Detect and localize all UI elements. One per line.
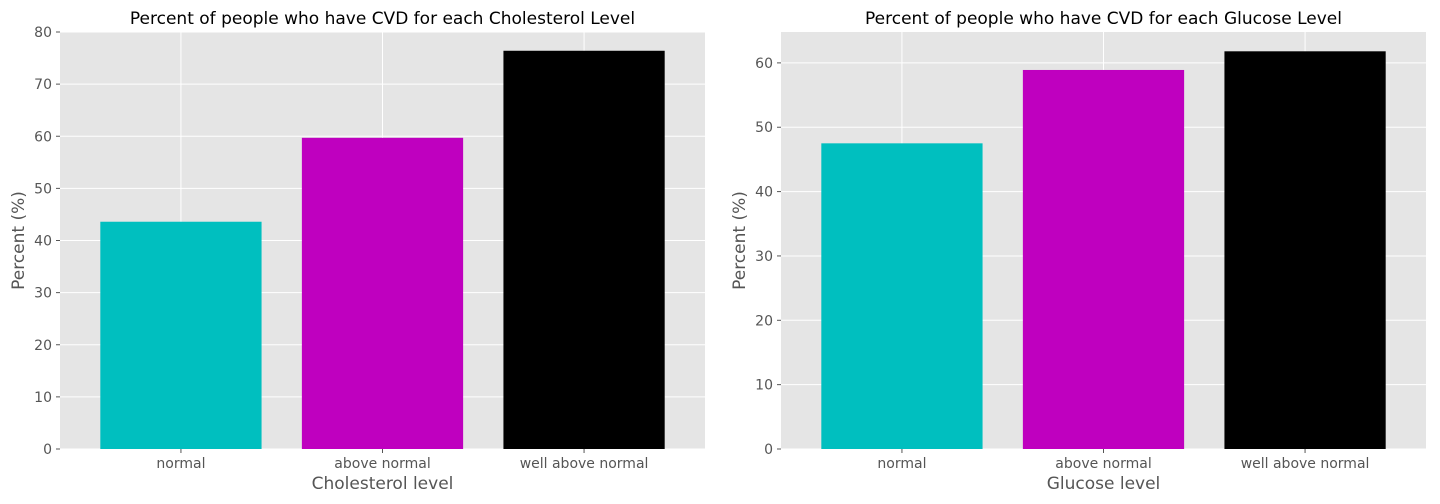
ticks: 0 10 20 30 40 50 60 70 80 normal above normal well …	[34, 25, 648, 472]
x-axis-label: Glucose level	[1047, 474, 1161, 494]
y-tick-label: 20	[34, 338, 52, 354]
bars	[821, 51, 1386, 450]
y-tick-label: 10	[34, 390, 52, 406]
y-tick-label: 30	[34, 286, 52, 302]
bar	[301, 137, 464, 449]
y-tick-label: 0	[764, 442, 773, 458]
x-tick-label: normal	[156, 456, 205, 472]
y-tick-label: 50	[755, 120, 773, 136]
chart-title: Percent of people who have CVD for each …	[130, 9, 635, 29]
y-tick-label: 10	[755, 378, 773, 394]
x-tick-label: well above normal	[1241, 456, 1370, 472]
cholesterol-chart: 0 10 20 30 40 50 60 70 80 normal above normal well …	[9, 9, 705, 494]
y-axis-label: Percent (%)	[9, 191, 29, 290]
x-axis-label: Cholesterol level	[312, 474, 454, 494]
y-axis-label: Percent (%)	[730, 191, 750, 290]
x-tick-label: well above normal	[520, 456, 649, 472]
x-tick-label: normal	[877, 456, 926, 472]
x-tick-label: above normal	[1055, 456, 1151, 472]
y-tick-label: 80	[34, 25, 52, 41]
glucose-chart: 0 10 20 30 40 50 60 normal above normal well abov…	[730, 9, 1426, 494]
y-tick-label: 70	[34, 77, 52, 93]
bar	[1022, 69, 1185, 449]
x-tick-label: above normal	[334, 456, 430, 472]
y-tick-label: 40	[34, 234, 52, 250]
bar	[503, 50, 665, 449]
bars	[100, 50, 665, 449]
ticks: 0 10 20 30 40 50 60 normal above normal well abov…	[755, 56, 1369, 472]
y-tick-label: 20	[755, 313, 773, 329]
y-tick-label: 50	[34, 181, 52, 197]
chart-title: Percent of people who have CVD for each …	[865, 9, 1342, 29]
bar	[1224, 51, 1386, 450]
y-tick-label: 60	[34, 129, 52, 145]
y-tick-label: 60	[755, 56, 773, 72]
y-tick-label: 30	[755, 249, 773, 265]
y-tick-label: 0	[43, 442, 52, 458]
bar	[100, 221, 262, 449]
bar	[821, 143, 983, 449]
y-tick-label: 40	[755, 185, 773, 201]
